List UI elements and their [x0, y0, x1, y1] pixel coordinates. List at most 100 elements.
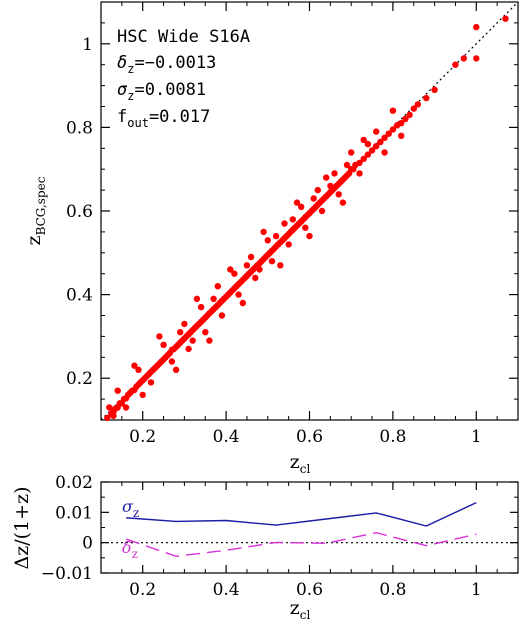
scatter-x-axis-label: zcl: [290, 451, 311, 476]
scatter-point: [243, 262, 251, 269]
scatter-y-axis-label: zBCG,spec: [23, 176, 48, 245]
y-tick-label: 0.8: [66, 118, 93, 138]
legend-delta: δz: [122, 538, 138, 561]
scatter-point: [268, 258, 276, 265]
scatter-point: [389, 107, 397, 114]
scatter-point: [318, 207, 326, 215]
y-tick-label: 1: [82, 35, 93, 55]
scatter-point: [193, 295, 201, 302]
scatter-point: [356, 159, 363, 167]
scatter-panel: 0.2 0.4 0.6 0.8 1 0.2 0.4 0.6 0.8 1 HSC Wide S16A…: [23, 1, 519, 476]
scatter-point: [398, 120, 405, 127]
scatter-points: [104, 15, 509, 422]
scatter-point: [452, 61, 459, 68]
x-tick-label: 1: [471, 427, 482, 447]
scatter-point: [214, 283, 221, 290]
scatter-point: [106, 404, 113, 411]
scatter-point: [473, 55, 480, 62]
sigma-z-line: [125, 501, 477, 527]
scatter-point: [381, 149, 388, 156]
scatter-point: [160, 341, 167, 348]
scatter-point: [256, 266, 263, 273]
x-tick-label: 0.2: [129, 427, 156, 447]
scatter-point: [302, 224, 309, 231]
scatter-point: [360, 155, 367, 162]
scatter-point: [185, 345, 192, 353]
residual-panel: 0.2 0.4 0.6 0.8 1 −0.01 0 0.01 0.02 σz δz zcl Δz…: [11, 473, 519, 622]
scatter-point: [197, 303, 205, 311]
scatter-point: [323, 174, 330, 181]
y-tick-label: 0.6: [66, 202, 93, 222]
residual-x-tick-label: 1: [471, 580, 482, 600]
scatter-axis-ticks: 0.2 0.4 0.6 0.8 1 0.2 0.4 0.6 0.8 1: [66, 2, 518, 447]
scatter-point: [373, 143, 380, 150]
scatter-point: [260, 228, 267, 236]
scatter-point: [131, 362, 138, 369]
scatter-point: [343, 161, 351, 169]
residual-y-tick-label: 0.01: [55, 503, 93, 523]
scatter-point: [377, 138, 384, 146]
scatter-point: [181, 320, 188, 328]
y-tick-label: 0.2: [66, 369, 93, 389]
scatter-point: [368, 147, 376, 154]
scatter-point: [285, 241, 292, 248]
scatter-point: [239, 299, 246, 307]
residual-x-tick-label: 0.4: [213, 580, 240, 600]
residual-y-axis-label: Δz/(1+z): [11, 487, 33, 570]
scatter-point: [110, 412, 117, 419]
scatter-point: [206, 337, 213, 344]
scatter-point: [202, 329, 209, 336]
scatter-point: [252, 274, 259, 282]
scatter-point: [310, 195, 317, 202]
scatter-point: [502, 15, 509, 22]
scatter-point: [189, 337, 196, 344]
scatter-point: [339, 199, 347, 206]
sigma-annotation: σz=0.0081: [117, 80, 206, 103]
scatter-point: [277, 262, 284, 269]
scatter-point: [356, 170, 363, 177]
fout-annotation: fout=0.017: [117, 107, 210, 130]
scatter-point: [402, 115, 409, 123]
residual-y-tick-label: −0.01: [41, 564, 93, 584]
scatter-point: [373, 128, 380, 135]
legend-sigma: σz: [122, 497, 139, 520]
scatter-point: [460, 55, 467, 62]
residual-y-tick-label: 0: [82, 534, 93, 554]
scatter-point: [327, 182, 334, 190]
scatter-point: [177, 329, 184, 336]
residual-series: [125, 501, 477, 558]
scatter-point: [156, 333, 163, 340]
scatter-point: [104, 414, 111, 422]
scatter-point: [264, 237, 271, 244]
scatter-point: [114, 387, 121, 394]
scatter-point: [281, 220, 288, 227]
residual-y-tick-label: 0.02: [55, 473, 93, 493]
survey-annotation: HSC Wide S16A: [117, 27, 250, 47]
scatter-point: [227, 266, 234, 273]
scatter-point: [381, 134, 388, 141]
scatter-point: [364, 140, 372, 148]
scatter-point: [293, 199, 301, 206]
scatter-point: [235, 291, 242, 298]
scatter-point: [147, 379, 155, 386]
scatter-point: [335, 191, 342, 198]
residual-x-tick-label: 0.6: [296, 580, 323, 600]
scatter-point: [298, 203, 305, 210]
residual-x-tick-label: 0.2: [129, 580, 156, 600]
scatter-point: [314, 186, 321, 194]
scatter-point: [331, 170, 338, 177]
scatter-point: [406, 111, 413, 119]
scatter-point: [398, 132, 405, 139]
delta-z-line: [125, 531, 477, 558]
residual-x-axis-label: zcl: [290, 597, 311, 622]
residual-axis-ticks: 0.2 0.4 0.6 0.8 1 −0.01 0 0.01 0.02: [41, 473, 518, 600]
scatter-point: [168, 358, 176, 365]
scatter-point: [410, 105, 417, 112]
scatter-point: [389, 126, 397, 133]
scatter-point: [135, 366, 142, 373]
scatter-point: [473, 23, 480, 31]
scatter-point: [231, 270, 238, 277]
scatter-point: [172, 366, 180, 373]
scatter-point: [139, 391, 146, 399]
